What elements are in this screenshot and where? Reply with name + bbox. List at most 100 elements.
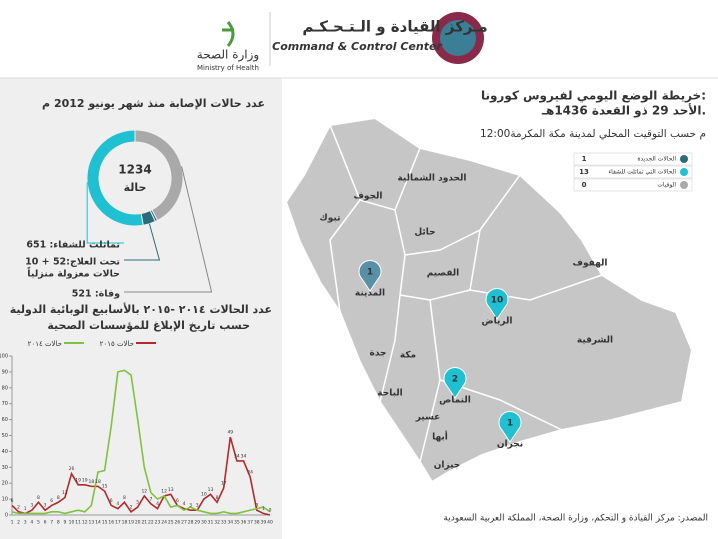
legend-value: 13 bbox=[579, 168, 589, 176]
data-label: 6 bbox=[11, 498, 14, 504]
x-tick-label: 34 bbox=[227, 520, 233, 526]
legend-label: حالات ٢٠١٥ bbox=[100, 340, 134, 348]
y-tick-label: 40 bbox=[2, 449, 8, 455]
x-tick-label: 27 bbox=[181, 520, 187, 526]
donut-label: تماثلت للشفاء: 651 bbox=[26, 240, 120, 251]
x-tick-label: 4 bbox=[30, 520, 33, 526]
data-label: 15 bbox=[102, 484, 108, 490]
x-tick-label: 36 bbox=[241, 520, 247, 526]
data-label: 2 bbox=[130, 504, 133, 510]
x-tick-label: 29 bbox=[194, 520, 200, 526]
series-line bbox=[11, 369, 271, 515]
x-tick-label: 26 bbox=[175, 520, 181, 526]
region-name: تبوك bbox=[320, 214, 341, 224]
x-tick-label: 12 bbox=[82, 520, 88, 526]
x-tick-label: 28 bbox=[188, 520, 194, 526]
data-label: 4 bbox=[116, 501, 119, 507]
line-title: عدد الحالات ٢٠١٤ -٢٠١٥ بالأسابيع الوبائي… bbox=[10, 302, 272, 316]
x-tick-label: 37 bbox=[247, 520, 253, 526]
data-label: 34 bbox=[241, 453, 247, 459]
y-tick-label: 100 bbox=[0, 354, 8, 360]
x-tick-label: 23 bbox=[155, 520, 161, 526]
y-tick-label: 90 bbox=[2, 369, 8, 375]
legend-label: الحالات الجديدة bbox=[637, 156, 676, 163]
x-tick-label: 2 bbox=[17, 520, 20, 526]
data-label: 1 bbox=[24, 506, 27, 512]
y-tick-label: 50 bbox=[2, 433, 8, 439]
x-tick-label: 17 bbox=[115, 520, 121, 526]
x-tick-label: 19 bbox=[128, 520, 134, 526]
x-tick-label: 7 bbox=[50, 520, 53, 526]
map-date: الأحد 29 ذو القعدة 1436هـ. bbox=[541, 103, 706, 119]
region-name: مكة bbox=[400, 351, 416, 361]
y-tick-label: 10 bbox=[2, 497, 8, 503]
region-name: عسير bbox=[415, 413, 441, 423]
donut-label: وفاة: 521 bbox=[72, 289, 120, 300]
x-tick-label: 32 bbox=[214, 520, 220, 526]
data-label: 26 bbox=[69, 466, 75, 472]
ministry-ar: وزارة الصحة bbox=[197, 48, 259, 63]
region-name: جدة bbox=[370, 349, 387, 359]
legend-row bbox=[573, 152, 693, 166]
x-tick-label: 40 bbox=[267, 520, 273, 526]
map-marker bbox=[443, 367, 467, 399]
legend-row bbox=[573, 178, 693, 192]
data-label: 3 bbox=[30, 503, 33, 509]
data-label: 2 bbox=[17, 504, 20, 510]
data-label: 24 bbox=[247, 469, 253, 475]
region-name: الهفوف bbox=[573, 259, 608, 269]
legend-row bbox=[573, 165, 693, 179]
marker-name: المدينة bbox=[355, 289, 385, 299]
x-tick-label: 21 bbox=[141, 520, 147, 526]
data-label: 4 bbox=[156, 501, 159, 507]
x-tick-label: 11 bbox=[75, 520, 81, 526]
legend-value: 1 bbox=[582, 155, 587, 163]
legend-dot bbox=[680, 155, 688, 163]
x-tick-label: 35 bbox=[234, 520, 240, 526]
x-tick-label: 16 bbox=[108, 520, 114, 526]
map-title: خريطة الوضع اليومي لفيروس كورونا: bbox=[481, 89, 706, 104]
x-tick-label: 1 bbox=[11, 520, 14, 526]
data-label: 10 bbox=[201, 492, 207, 498]
x-tick-label: 31 bbox=[208, 520, 214, 526]
left-panel bbox=[0, 78, 282, 539]
data-label: 6 bbox=[176, 498, 179, 504]
legend-label: حالات ٢٠١٤ bbox=[28, 340, 62, 348]
region-name: الشرقية bbox=[577, 336, 613, 346]
leader-line bbox=[86, 182, 124, 244]
data-label: 11 bbox=[62, 490, 68, 496]
center-title-en: Command & Control Center bbox=[272, 40, 442, 53]
marker-value: 1 bbox=[507, 419, 513, 429]
data-label: 4 bbox=[183, 501, 186, 507]
region-name: حائل bbox=[414, 228, 435, 238]
x-tick-label: 6 bbox=[44, 520, 47, 526]
data-label: 1 bbox=[262, 506, 265, 512]
map-borders bbox=[329, 124, 603, 463]
legend-dot bbox=[680, 168, 688, 176]
y-tick-label: 30 bbox=[2, 465, 8, 471]
y-tick-label: 0 bbox=[5, 513, 8, 519]
y-tick-label: 80 bbox=[2, 385, 8, 391]
series-line bbox=[11, 436, 271, 516]
data-label: 7 bbox=[149, 496, 152, 502]
marker-value: 10 bbox=[491, 296, 504, 306]
x-tick-label: 13 bbox=[89, 520, 95, 526]
donut-label: تحت العلاج:52 + 10 bbox=[25, 257, 120, 268]
data-label: 18 bbox=[89, 479, 95, 485]
data-label: 12 bbox=[141, 488, 147, 494]
x-tick-label: 22 bbox=[148, 520, 154, 526]
data-label: 8 bbox=[37, 495, 40, 501]
data-label: 3 bbox=[255, 503, 258, 509]
region-name: الحدود الشمالية bbox=[397, 174, 466, 184]
x-tick-label: 14 bbox=[95, 520, 101, 526]
donut-label: حالات معزولة منزلياً bbox=[27, 266, 120, 279]
x-tick-label: 24 bbox=[161, 520, 167, 526]
y-tick-label: 60 bbox=[2, 417, 8, 423]
region-name: جيزان bbox=[434, 461, 461, 471]
data-label: 0 bbox=[269, 508, 272, 514]
center-title-ar: مـركز القيادة و الـتـحـكـم bbox=[302, 18, 487, 36]
donut-segment bbox=[134, 129, 184, 222]
x-tick-label: 10 bbox=[69, 520, 75, 526]
x-tick-label: 25 bbox=[168, 520, 174, 526]
